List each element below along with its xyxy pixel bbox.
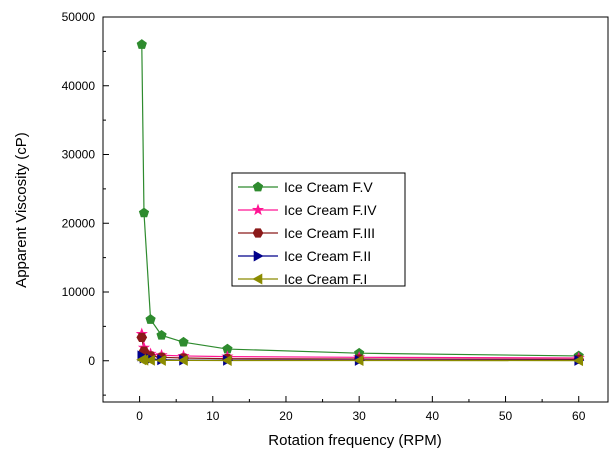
data-point (136, 332, 148, 343)
y-axis-title: Apparent Viscosity (cP) (13, 132, 30, 288)
data-point (177, 354, 188, 366)
data-point (178, 336, 189, 347)
data-point (155, 354, 166, 366)
x-axis-title: Rotation frequency (RPM) (268, 432, 441, 449)
x-tick-label: 50 (499, 409, 513, 423)
data-point (144, 354, 155, 366)
y-tick-label: 30000 (62, 148, 96, 162)
data-point (145, 314, 156, 324)
data-point (156, 329, 167, 340)
y-tick-label: 50000 (62, 10, 96, 24)
legend-label: Ice Cream F.V (284, 179, 373, 195)
x-tick-label: 10 (206, 409, 220, 423)
y-tick-label: 0 (88, 354, 95, 368)
axis-ticks: 0 10 20 30 40 50 60 0 10000 20000 30000 40000 50000 (62, 10, 586, 423)
x-tick-label: 30 (352, 409, 366, 423)
legend-marker (252, 273, 263, 285)
series-line (141, 44, 579, 357)
x-tick-label: 40 (426, 409, 440, 423)
y-tick-label: 10000 (62, 285, 96, 299)
legend-label: Ice Cream F.I (284, 271, 367, 287)
legend-marker (253, 250, 264, 262)
legend-label: Ice Cream F.IV (284, 202, 377, 218)
legend-marker (252, 228, 264, 238)
data-point (136, 39, 147, 49)
data-point (138, 207, 150, 218)
legend-label: Ice Cream F.III (284, 225, 375, 241)
plot-frame (102, 16, 609, 403)
legend-marker (252, 181, 264, 192)
data-point (353, 355, 364, 367)
series-points (135, 39, 585, 367)
x-tick-label: 0 (136, 409, 143, 423)
x-tick-label: 20 (279, 409, 293, 423)
y-tick-label: 20000 (62, 216, 96, 230)
legend-marker (251, 203, 265, 216)
legend-label: Ice Cream F.II (284, 248, 371, 264)
x-tick-label: 60 (572, 409, 586, 423)
data-point (573, 355, 584, 367)
data-point (221, 354, 232, 366)
y-tick-label: 40000 (62, 79, 96, 93)
legend: Ice Cream F.V Ice Cream F.IV Ice Cream F.I… (231, 172, 406, 287)
